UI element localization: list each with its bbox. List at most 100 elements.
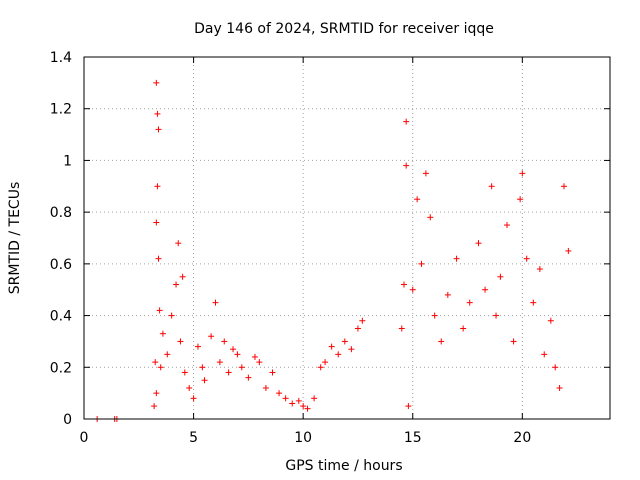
data-point	[401, 282, 407, 288]
data-point	[541, 351, 547, 357]
y-tick-label: 0.6	[50, 257, 72, 273]
x-tick-label: 20	[513, 430, 531, 446]
data-point	[221, 338, 227, 344]
data-point	[153, 80, 159, 86]
x-tick-label: 15	[404, 430, 422, 446]
data-point	[151, 403, 157, 409]
data-point	[419, 261, 425, 267]
data-point	[561, 183, 567, 189]
y-tick-label: 1.4	[50, 50, 72, 66]
data-point	[519, 170, 525, 176]
data-point	[153, 390, 159, 396]
data-point	[217, 359, 223, 365]
data-point	[195, 344, 201, 350]
data-point	[335, 351, 341, 357]
srmtid-scatter-chart: 0 5 10 15 2000.20.40.60.811.21.4 Day 146 of …	[0, 0, 640, 480]
data-point	[269, 369, 275, 375]
data-point	[497, 274, 503, 280]
data-point	[276, 390, 282, 396]
data-point	[460, 326, 466, 332]
data-point	[230, 346, 236, 352]
data-point	[263, 385, 269, 391]
data-point	[427, 214, 433, 220]
data-point	[414, 196, 420, 202]
data-point	[199, 364, 205, 370]
data-point	[438, 338, 444, 344]
data-point	[157, 307, 163, 313]
data-point	[552, 364, 558, 370]
data-point	[504, 222, 510, 228]
data-point	[252, 354, 258, 360]
data-point	[156, 256, 162, 262]
data-point	[445, 292, 451, 298]
data-point	[482, 287, 488, 293]
data-point	[476, 240, 482, 246]
data-point	[410, 287, 416, 293]
axis-ticks	[84, 57, 610, 419]
y-tick-label: 0.8	[50, 205, 72, 221]
data-point	[156, 126, 162, 132]
x-tick-label: 10	[294, 430, 312, 446]
data-point	[245, 375, 251, 381]
data-point	[296, 398, 302, 404]
data-point	[537, 266, 543, 272]
data-point	[182, 369, 188, 375]
data-point	[202, 377, 208, 383]
data-point	[152, 359, 158, 365]
x-tick-label: 0	[80, 430, 89, 446]
y-tick-label: 1	[63, 153, 72, 169]
data-point	[213, 300, 219, 306]
data-point	[467, 300, 473, 306]
data-point	[454, 256, 460, 262]
tick-labels: 0 5 10 15 20 0 0.2 0.4 0.6 0.8 1 1.2 1.4	[50, 50, 532, 446]
data-point	[348, 346, 354, 352]
data-point	[154, 111, 160, 117]
data-point	[493, 313, 499, 319]
data-point	[234, 351, 240, 357]
data-point	[557, 385, 563, 391]
data-point	[164, 351, 170, 357]
y-axis-label: SRMTID / TECUs	[7, 182, 23, 295]
data-point	[403, 119, 409, 125]
data-point	[423, 170, 429, 176]
data-point	[160, 331, 166, 337]
data-point	[311, 395, 317, 401]
data-point	[524, 256, 530, 262]
data-point	[208, 333, 214, 339]
data-point	[226, 369, 232, 375]
data-point	[318, 364, 324, 370]
chart-title: Day 146 of 2024, SRMTID for receiver iqq…	[194, 21, 494, 37]
data-point	[180, 274, 186, 280]
data-point	[153, 219, 159, 225]
data-point	[432, 313, 438, 319]
data-point	[329, 344, 335, 350]
data-point	[175, 240, 181, 246]
data-point	[154, 183, 160, 189]
data-point	[283, 395, 289, 401]
data-point	[342, 338, 348, 344]
data-point	[173, 282, 179, 288]
data-point	[405, 403, 411, 409]
plot-frame	[84, 57, 610, 419]
data-point	[177, 338, 183, 344]
data-point	[489, 183, 495, 189]
data-point	[186, 385, 192, 391]
y-tick-label: 0	[63, 412, 72, 428]
data-point	[399, 326, 405, 332]
data-point	[169, 313, 175, 319]
y-tick-label: 0.4	[50, 309, 72, 325]
x-axis-label: GPS time / hours	[285, 458, 402, 474]
data-point	[158, 364, 164, 370]
data-point	[565, 248, 571, 254]
data-point	[511, 338, 517, 344]
data-point	[359, 318, 365, 324]
data-point	[403, 163, 409, 169]
data-point	[355, 326, 361, 332]
data-point	[548, 318, 554, 324]
data-point	[256, 359, 262, 365]
data-point	[191, 395, 197, 401]
y-tick-label: 1.2	[50, 102, 72, 118]
data-point	[239, 364, 245, 370]
y-tick-label: 0.2	[50, 360, 72, 376]
data-point	[322, 359, 328, 365]
